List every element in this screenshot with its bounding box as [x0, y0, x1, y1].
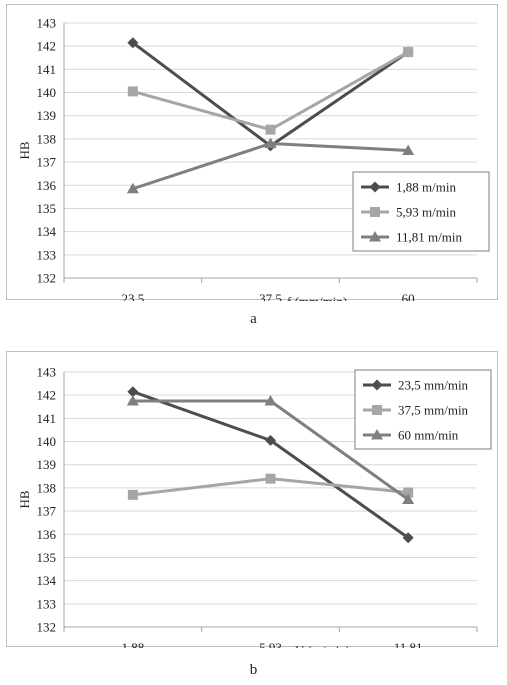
- data-point: [265, 473, 276, 484]
- data-point: [127, 386, 139, 398]
- x-axis-title: f (mm/min): [287, 294, 347, 301]
- data-point: [264, 394, 277, 406]
- y-tick-label: 140: [37, 85, 57, 100]
- data-point: [127, 86, 138, 97]
- y-tick-label: 143: [37, 16, 57, 31]
- y-axis-title: HB: [17, 490, 32, 508]
- y-tick-label: 143: [37, 365, 57, 380]
- legend: 1,88 m/min 5,93 m/min 11,81 m/min: [352, 171, 490, 252]
- y-tick-label: 134: [37, 573, 57, 588]
- data-point: [403, 46, 414, 57]
- y-tick-label: 138: [37, 480, 57, 495]
- data-point: [126, 394, 139, 406]
- y-tick-label: 139: [37, 108, 57, 123]
- y-tick-label: 137: [37, 504, 57, 519]
- x-tick-label: 1,88: [121, 640, 144, 648]
- data-point: [402, 532, 414, 544]
- y-tick-label: 136: [37, 527, 57, 542]
- chart-b-svg: 132 133 134 135 136 137 138 139 140 141 142 143 1,88…: [17, 365, 492, 648]
- legend-entry: 1,88 m/min: [361, 180, 456, 195]
- x-tick-label: 11,81: [394, 640, 423, 648]
- series-1: [127, 473, 414, 500]
- y-tick-label: 141: [37, 62, 57, 77]
- y-tick-label: 141: [37, 411, 57, 426]
- legend-entry: 5,93 m/min: [361, 205, 456, 220]
- y-tick-label: 139: [37, 457, 57, 472]
- y-tick-label: 133: [37, 596, 57, 611]
- legend-label: 5,93 m/min: [396, 205, 456, 220]
- data-point: [264, 137, 277, 149]
- legend-label: 23,5 mm/min: [398, 378, 469, 393]
- y-tick-label: 133: [37, 247, 57, 262]
- y-tick-label: 135: [37, 550, 57, 565]
- x-tick-label: 5,93: [259, 640, 282, 648]
- chart-a-caption: a: [250, 311, 257, 327]
- legend-marker: [372, 405, 382, 415]
- legend-marker: [371, 379, 383, 391]
- series-2: [126, 137, 415, 194]
- data-point: [127, 489, 138, 500]
- y-tick-label: 142: [37, 388, 57, 403]
- legend-entry: 23,5 mm/min: [363, 378, 469, 393]
- y-tick-label: 138: [37, 131, 57, 146]
- legend-label: 11,81 m/min: [396, 230, 462, 245]
- legend-marker: [369, 231, 381, 242]
- y-tick-label: 136: [37, 178, 57, 193]
- x-axis-title: V (m/min): [295, 643, 350, 648]
- legend-label: 1,88 m/min: [396, 180, 456, 195]
- series-1: [127, 46, 414, 135]
- legend-label: 37,5 mm/min: [398, 403, 469, 418]
- data-point: [402, 493, 415, 504]
- chart-panel-b: 132 133 134 135 136 137 138 139 140 141 142 143 1,88…: [6, 351, 498, 648]
- legend: 23,5 mm/min 37,5 mm/min 60 mm/min: [354, 369, 492, 450]
- chart-a-svg: 132 133 134 135 136 137 138 139 140 141 142 143 23,5…: [17, 16, 490, 301]
- chart-panel-a: 132 133 134 135 136 137 138 139 140 141 142 143 23,5…: [6, 4, 498, 301]
- legend-entry: 37,5 mm/min: [363, 403, 469, 418]
- y-tick-label: 132: [37, 271, 57, 286]
- y-tick-label: 132: [37, 620, 57, 635]
- series-0: [127, 386, 414, 544]
- data-point: [265, 434, 276, 446]
- legend-label: 60 mm/min: [398, 428, 459, 443]
- y-tick-label: 140: [37, 434, 57, 449]
- chart-b-caption: b: [249, 662, 258, 678]
- data-point: [265, 124, 276, 135]
- y-tick-label: 137: [37, 155, 57, 170]
- y-axis-title: HB: [17, 141, 32, 159]
- legend-entry: 60 mm/min: [363, 428, 459, 443]
- legend-entry: 11,81 m/min: [361, 230, 462, 245]
- x-tick-label: 23,5: [121, 291, 144, 301]
- data-point: [402, 144, 415, 155]
- y-tick-label: 134: [37, 224, 57, 239]
- series-2: [126, 394, 415, 504]
- legend-marker: [371, 429, 383, 440]
- legend-marker: [370, 207, 380, 217]
- y-tick-label: 142: [37, 39, 57, 54]
- x-tick-label: 60: [402, 291, 415, 301]
- y-tick-label: 135: [37, 201, 57, 216]
- legend-marker: [369, 181, 381, 193]
- series-line: [132, 50, 409, 132]
- data-point: [126, 182, 139, 194]
- x-tick-label: 37,5: [259, 291, 282, 301]
- data-point: [403, 487, 414, 498]
